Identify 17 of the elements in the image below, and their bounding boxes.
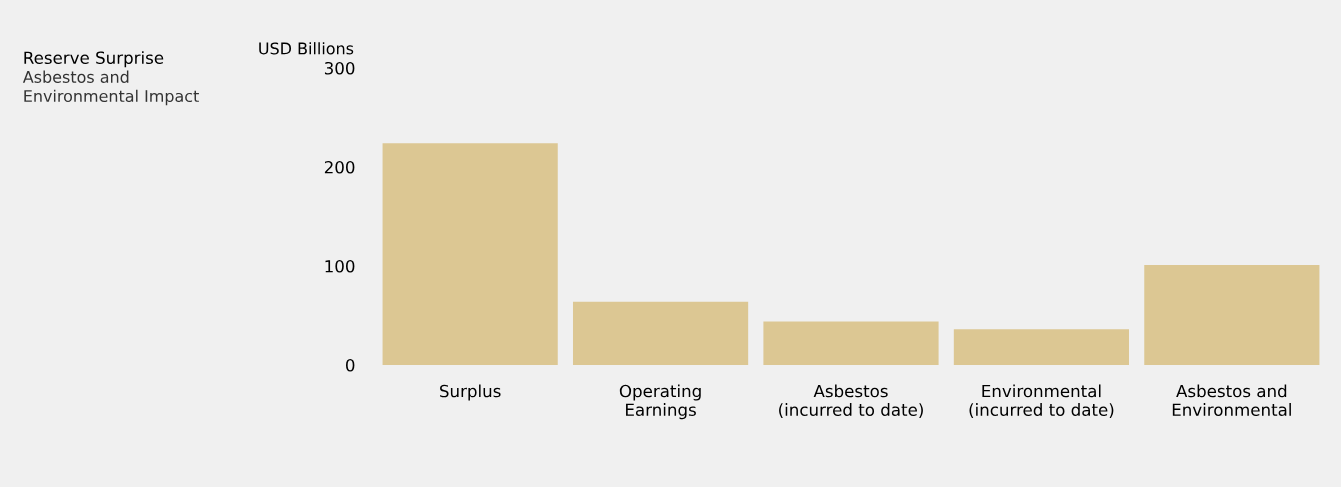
x-tick-label: Asbestos and Environmental xyxy=(1172,384,1291,417)
y-tick-label: 300 xyxy=(324,61,355,75)
y-axis-title: USD Billions xyxy=(259,42,354,55)
bar xyxy=(1144,265,1320,366)
text: Reserve Surprise xyxy=(24,51,164,68)
bar xyxy=(572,301,749,366)
y-tick-label: 0 xyxy=(345,358,355,372)
y-tick-label: 200 xyxy=(324,160,355,174)
bar xyxy=(382,143,558,366)
x-tick-label: Operating Earnings xyxy=(619,384,701,420)
bar xyxy=(763,321,939,366)
x-tick-label: Asbestos (incurred to date) xyxy=(779,384,923,418)
bar xyxy=(953,329,1130,366)
text: Asbestos and Environmental Impact xyxy=(22,70,199,106)
y-tick-label: 100 xyxy=(325,259,355,273)
x-tick-label: Environmental (incurred to date) xyxy=(969,384,1114,418)
x-tick-label: Surplus xyxy=(440,384,501,401)
